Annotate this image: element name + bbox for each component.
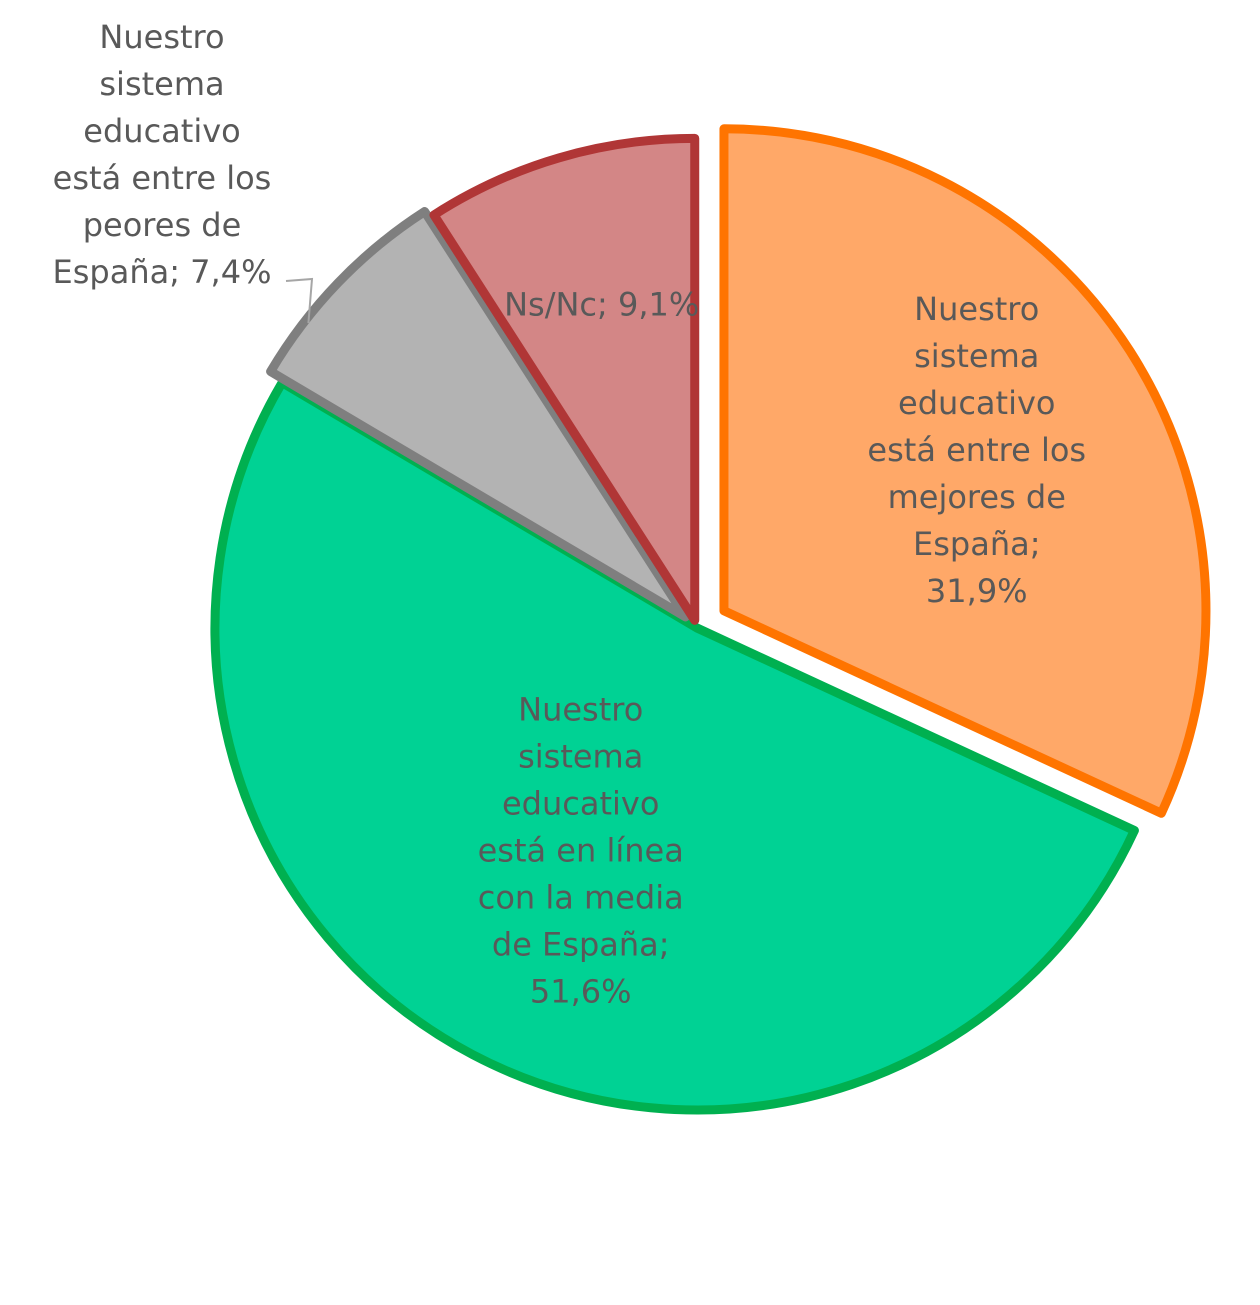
pie-slice-2 [210,378,1139,1115]
pie-slice-1 [719,124,1211,818]
slice-label-1-line-1: Nuestro [914,290,1039,328]
slice-label-4: Ns/Nc; 9,1% [504,286,699,324]
pie-slices [210,124,1211,1115]
slice-label-4-line-1: Ns/Nc; 9,1% [504,286,699,324]
slice-label-3-line-2: sistema [99,65,224,103]
slice-label-3-line-1: Nuestro [99,18,224,56]
slice-label-2-line-1: Nuestro [518,690,643,728]
leader-lines [285,277,314,324]
slice-label-1-line-4: está entre los [867,431,1086,469]
pie-slice-3 [266,207,690,622]
slice-label-2: Nuestro sistema educativo está en línea con … [478,690,684,1010]
slice-label-1-line-3: educativo [898,384,1055,422]
slice-label-2-line-6: de España; [492,925,670,963]
slice-label-2-line-2: sistema [518,737,643,775]
slice-label-2-line-7: 51,6% [530,972,632,1010]
slice-label-1-line-7: 31,9% [926,572,1028,610]
slice-labels: Nuestro sistema educativo está entre los mej… [53,18,1087,1010]
slice-label-3: Nuestro sistema educativo está entre los peo… [53,18,272,291]
slice-label-1-line-5: mejores de [888,478,1066,516]
pie-slice-4 [429,133,700,625]
slice-label-2-line-3: educativo [502,784,659,822]
slice-label-2-line-4: está en línea [478,831,684,869]
slice-label-2-line-5: con la media [478,878,684,916]
slice-label-3-line-5: peores de [83,206,242,244]
slice-label-1: Nuestro sistema educativo está entre los mej… [867,290,1086,610]
slice-label-1-line-6: España; [913,525,1040,563]
slice-label-1-line-2: sistema [914,337,1039,375]
leader-line-3 [285,277,314,324]
slice-label-3-line-4: está entre los [53,159,272,197]
slice-label-3-line-3: educativo [83,112,240,150]
slice-label-3-line-6: España; 7,4% [53,253,272,291]
